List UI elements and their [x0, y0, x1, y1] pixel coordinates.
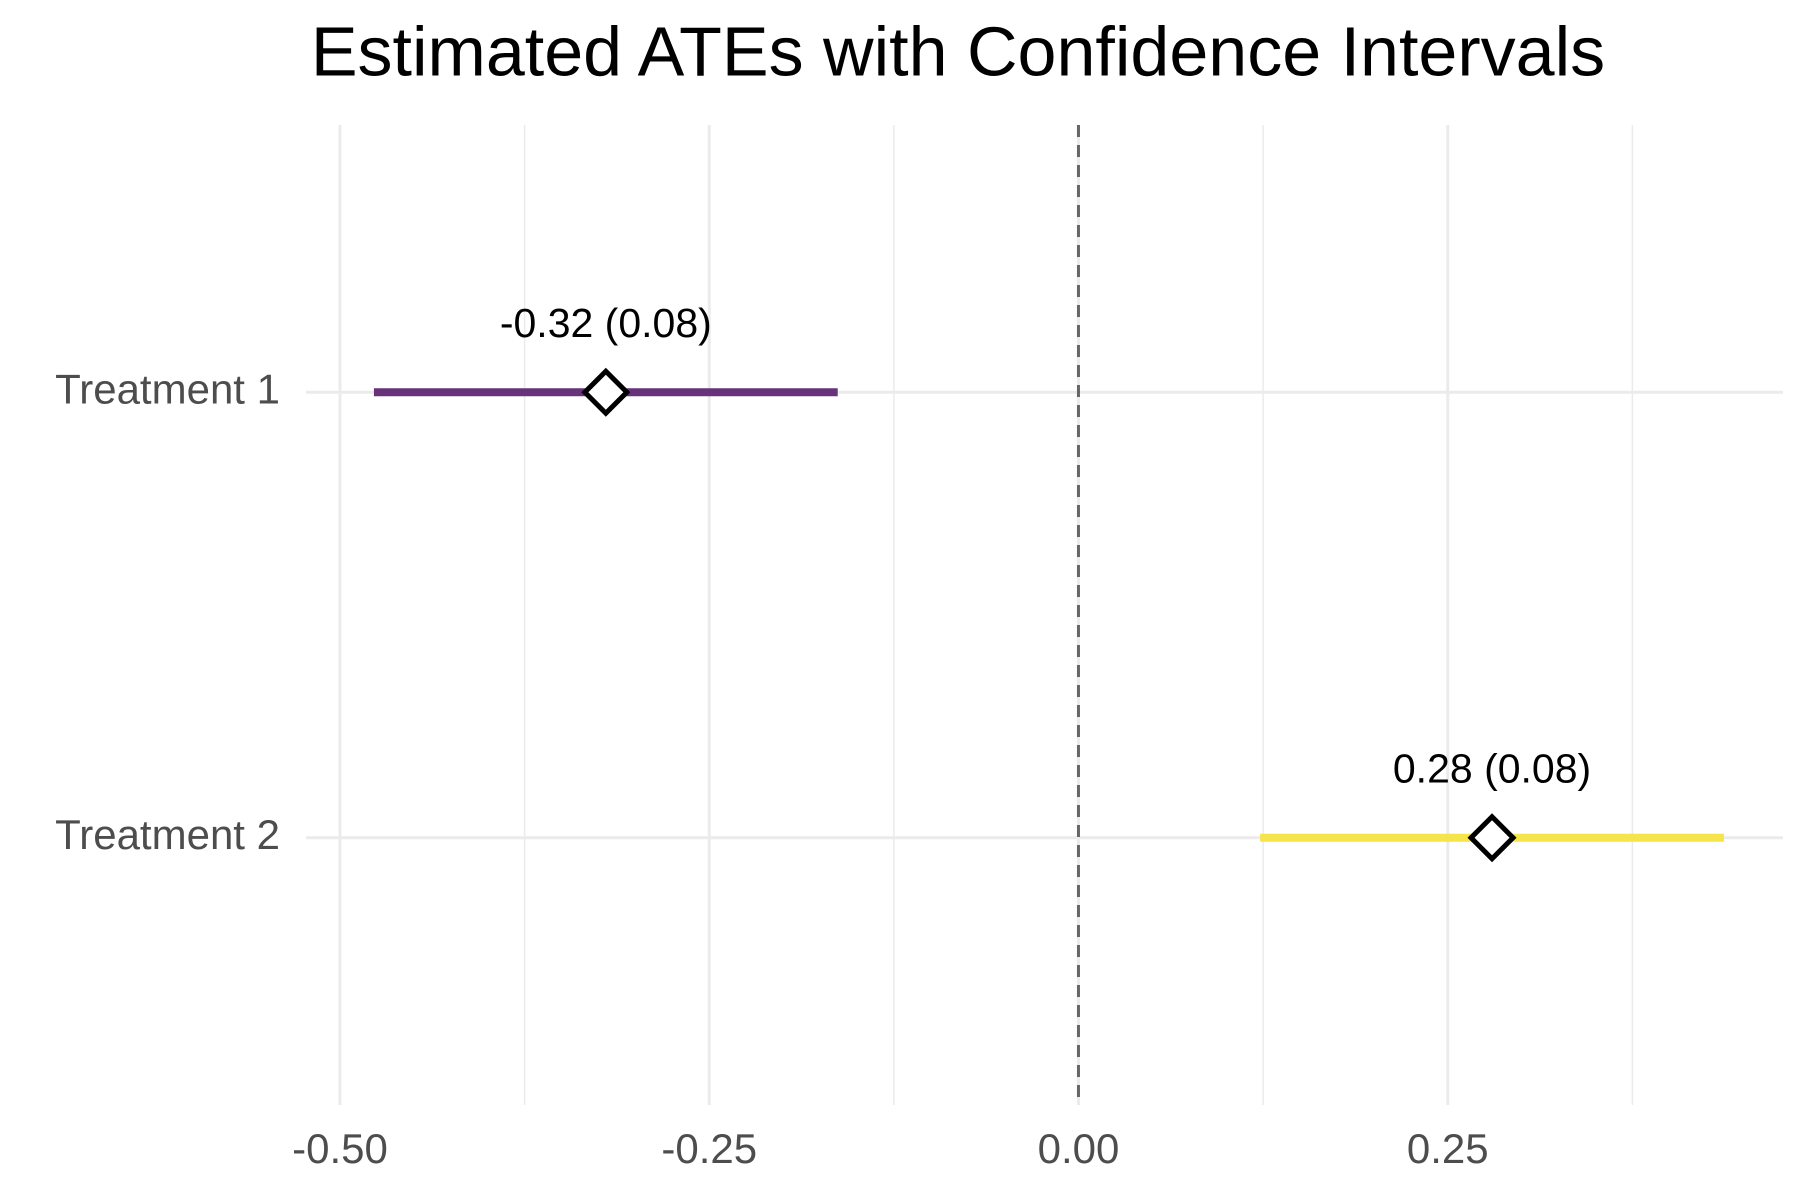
estimate-marker [1467, 813, 1517, 863]
data-label: 0.28 (0.08) [1393, 746, 1591, 792]
y-tick-label: Treatment 2 [55, 811, 280, 858]
x-tick-label: 0.25 [1407, 1125, 1489, 1172]
x-tick-label: -0.50 [292, 1125, 388, 1172]
chart-title: Estimated ATEs with Confidence Intervals [311, 12, 1605, 90]
y-tick-label: Treatment 1 [55, 365, 280, 412]
data-label: -0.32 (0.08) [500, 300, 712, 346]
x-tick-label: 0.00 [1038, 1125, 1120, 1172]
x-tick-label: -0.25 [661, 1125, 757, 1172]
estimate-marker [581, 367, 631, 417]
